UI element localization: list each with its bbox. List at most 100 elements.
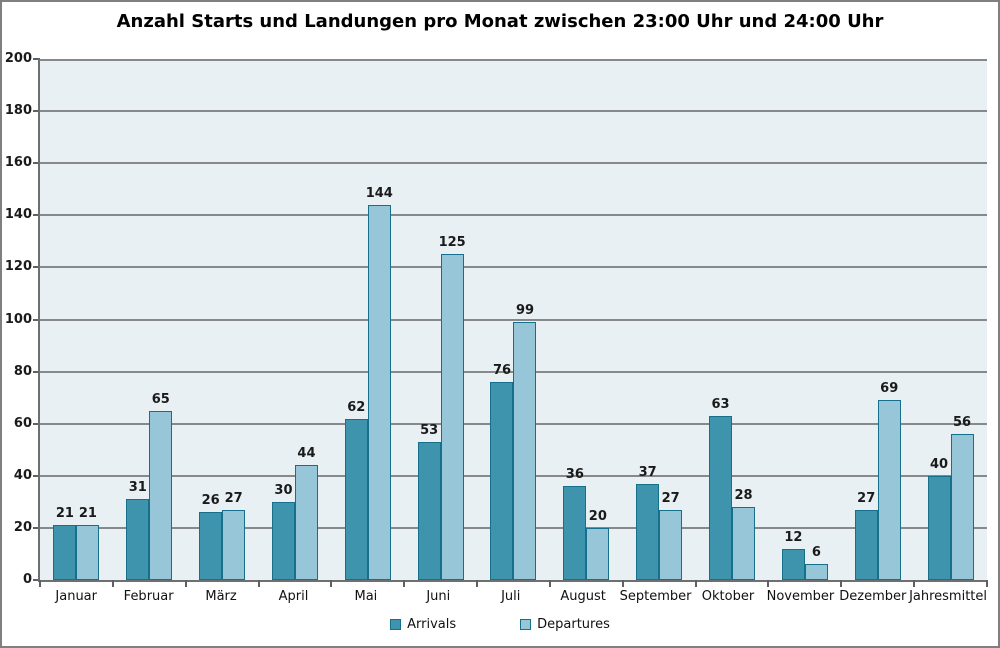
value-label: 20 [588,508,607,524]
y-axis-tick [33,319,40,321]
bar-departures-november [804,564,828,580]
y-axis-label: 100 [4,311,32,327]
y-axis-tick [33,214,40,216]
x-axis-label-mai: Mai [354,589,378,604]
arrivals-swatch-icon [390,619,402,630]
category-group-november: 12 6 [768,59,841,580]
x-axis-tick [39,580,41,587]
y-axis-label: 0 [22,572,32,587]
legend-item-departures: Departures [520,617,610,632]
category-group-september: 37 27 [623,59,696,580]
category-group-märz: 26 27 [186,59,259,580]
category-group-april: 30 44 [259,59,332,580]
bar-departures-mai [367,204,391,580]
bar-departures-dezember [877,400,901,580]
y-axis-tick [33,162,40,164]
x-axis-label-august: August [560,589,606,604]
y-axis-tick [33,110,40,112]
bar-arrivals-jahresmittel [927,475,951,580]
legend: Arrivals Departures [2,617,998,632]
x-axis-label-dezember: Dezember [839,589,907,604]
gridline-120 [40,266,987,268]
y-axis-label: 20 [13,519,32,535]
bar-arrivals-april [271,501,295,580]
value-label: 76 [492,363,512,379]
x-axis-label-november: November [766,589,835,604]
y-axis-tick [33,475,40,477]
category-group-dezember: 27 69 [841,59,914,580]
value-label: 99 [515,303,535,319]
bar-departures-jahresmittel [950,434,974,580]
x-axis-tick [913,580,916,587]
y-axis-line [38,59,40,582]
x-axis-label-april: April [278,589,309,604]
bar-arrivals-oktober [709,415,733,580]
y-axis-label: 80 [13,363,32,379]
y-axis-tick [33,579,40,581]
x-axis-labels: Januar Februar März April Mai Juni Juli August S… [40,589,987,604]
value-label: 69 [880,381,899,397]
x-axis-label-januar: Januar [55,589,97,604]
bar-departures-januar [76,525,100,580]
y-axis-label: 60 [13,415,32,431]
x-axis-tick [257,580,260,587]
value-label: 27 [857,490,876,506]
category-group-oktober: 63 28 [696,59,769,580]
bar-arrivals-märz [199,512,223,580]
bar-arrivals-dezember [854,509,878,580]
value-label: 36 [565,467,584,483]
category-group-juli: 76 99 [477,59,550,580]
legend-label-arrivals: Arrivals [407,617,457,632]
bar-departures-märz [222,509,246,580]
x-axis-line [38,580,987,582]
x-axis-label-februar: Februar [123,589,174,604]
value-label: 125 [438,235,466,251]
x-axis-label-juli: Juli [501,589,521,604]
category-group-august: 36 20 [550,59,623,580]
chart-title: Anzahl Starts und Landungen pro Monat zw… [116,11,884,32]
value-label: 44 [297,446,316,462]
x-axis-tick [330,580,333,587]
y-axis-tick [33,266,40,268]
departures-swatch-icon [520,619,532,630]
bar-departures-september [659,509,683,580]
value-label: 63 [711,396,730,412]
y-axis-tick [33,371,40,373]
x-axis-tick [767,580,770,587]
category-group-februar: 31 65 [113,59,186,580]
plot-area: 21 21 31 65 26 27 30 44 62 144 53 125 76 99 36 20 37 27 63… [40,59,987,580]
y-axis-label: 140 [4,207,32,223]
x-axis-tick [403,580,406,587]
value-label: 37 [638,464,657,480]
bar-arrivals-mai [344,418,368,580]
bar-arrivals-juli [490,382,514,580]
y-axis-label: 40 [13,467,32,483]
x-axis-tick [621,580,624,587]
category-group-juni: 53 125 [404,59,477,580]
value-label: 62 [347,399,366,415]
value-label: 40 [930,456,949,472]
gridline-140 [40,214,987,216]
y-axis-label: 120 [4,259,32,275]
legend-item-arrivals: Arrivals [390,617,456,632]
gridline-100 [40,319,987,321]
value-label: 27 [661,490,680,506]
x-axis-tick [986,580,988,587]
category-group-jahresmittel: 40 56 [914,59,987,580]
legend-label-departures: Departures [537,617,610,632]
y-axis-label: 160 [4,155,32,171]
bar-arrivals-januar [53,525,77,580]
x-axis-tick [184,580,187,587]
bar-departures-april [294,465,318,580]
value-label: 65 [151,391,170,407]
bar-departures-juli [513,322,537,580]
bar-arrivals-august [563,486,587,580]
value-label: 56 [953,415,972,431]
value-label: 53 [420,422,439,438]
value-label: 28 [734,488,753,504]
gridline-160 [40,162,987,164]
bar-groups: 21 21 31 65 26 27 30 44 62 144 53 125 76 99 36 20 37 27 63… [40,59,987,580]
x-axis-tick [694,580,697,587]
x-axis-label-oktober: Oktober [701,589,755,604]
